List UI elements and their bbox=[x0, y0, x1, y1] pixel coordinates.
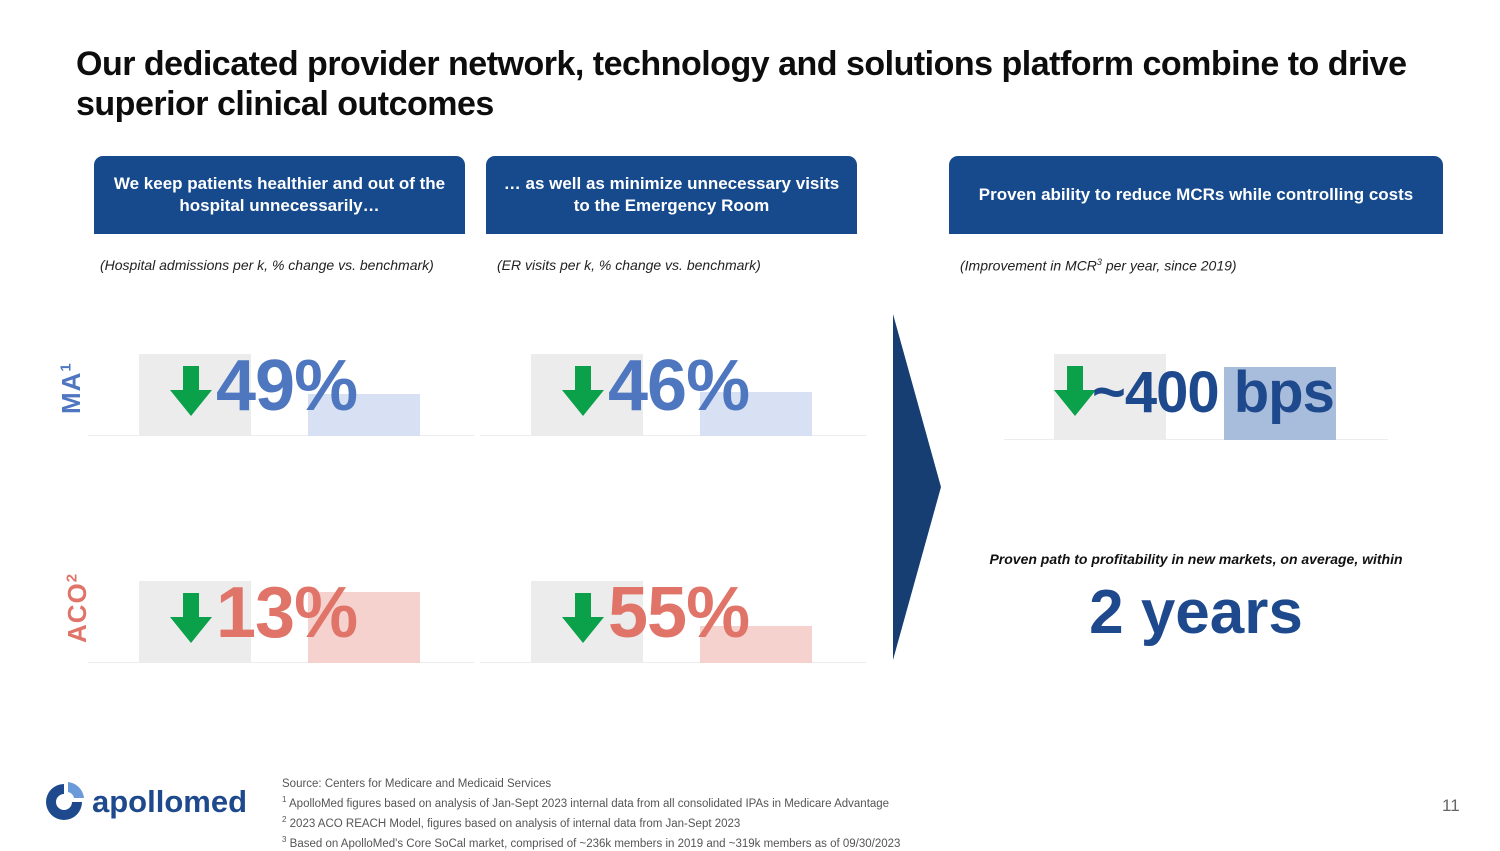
apollomed-logo-text: apollomed bbox=[92, 784, 248, 819]
row-label-ma-sup: 1 bbox=[57, 362, 75, 372]
footnote-1-text: ApolloMed figures based on analysis of J… bbox=[286, 797, 890, 810]
down-arrow-icon bbox=[562, 593, 604, 643]
footnote-source: Source: Centers for Medicare and Medicai… bbox=[282, 778, 552, 790]
row-label-ma: MA1 bbox=[56, 362, 87, 414]
row-label-aco-sup: 2 bbox=[63, 572, 81, 583]
chevron-arrow-icon bbox=[893, 314, 941, 660]
chart-ma-er: 46% bbox=[480, 340, 866, 436]
page-number: 11 bbox=[1442, 796, 1460, 815]
change-percentage: 55% bbox=[608, 573, 750, 653]
down-arrow-icon bbox=[562, 366, 604, 416]
apollomed-logo: apollomed bbox=[42, 780, 247, 824]
footnote-1-sup: 1 bbox=[282, 795, 287, 804]
subtitle-hospital: (Hospital admissions per k, % change vs.… bbox=[100, 257, 434, 273]
footnote-3-text: Based on ApolloMed's Core SoCal market, … bbox=[286, 837, 901, 850]
footnote-2: 2 2023 ACO REACH Model, figures based on… bbox=[282, 812, 900, 832]
profitability-years: 2 years bbox=[1089, 578, 1303, 647]
bar-apollomed bbox=[308, 592, 420, 663]
chart-baseline bbox=[88, 435, 474, 436]
down-arrow-icon bbox=[170, 366, 212, 416]
bar-apollomed bbox=[700, 626, 812, 663]
bar-apollomed bbox=[308, 394, 420, 436]
footnote-2-text: 2023 ACO REACH Model, figures based on a… bbox=[286, 817, 741, 830]
chart-ma-hospital: 49% bbox=[88, 340, 474, 436]
footnote-3: 3 Based on ApolloMed's Core SoCal market… bbox=[282, 832, 900, 851]
header-mcr: Proven ability to reduce MCRs while cont… bbox=[949, 156, 1443, 234]
subtitle-mcr: (Improvement in MCR3 per year, since 201… bbox=[960, 257, 1237, 274]
header-hospital: We keep patients healthier and out of th… bbox=[94, 156, 465, 234]
page-title: Our dedicated provider network, technolo… bbox=[76, 45, 1407, 123]
change-percentage: 13% bbox=[216, 573, 358, 653]
change-percentage: 46% bbox=[608, 346, 750, 426]
change-percentage: ~400 bps bbox=[1092, 360, 1335, 425]
row-label-ma-text: MA bbox=[56, 371, 86, 414]
chart-mcr: ~400 bps bbox=[1004, 340, 1388, 440]
change-percentage: 49% bbox=[216, 346, 358, 426]
chart-baseline bbox=[1004, 439, 1388, 440]
bar-apollomed bbox=[700, 392, 812, 436]
chart-baseline bbox=[88, 662, 474, 663]
down-arrow-icon bbox=[170, 593, 212, 643]
subtitle-mcr-sup: 3 bbox=[1096, 257, 1102, 267]
footnote-2-sup: 2 bbox=[282, 814, 287, 824]
footnote-1: 1 ApolloMed figures based on analysis of… bbox=[282, 792, 900, 812]
down-arrow-icon bbox=[1054, 366, 1096, 416]
chart-baseline bbox=[480, 662, 866, 663]
subtitle-er: (ER visits per k, % change vs. benchmark… bbox=[497, 257, 761, 273]
subtitle-mcr-text: (Improvement in MCR bbox=[960, 257, 1097, 274]
header-er: … as well as minimize unnecessary visits… bbox=[486, 156, 857, 234]
footnotes: Source: Centers for Medicare and Medicai… bbox=[282, 777, 900, 851]
profitability-text: Proven path to profitability in new mark… bbox=[989, 551, 1403, 567]
chart-aco-er: 55% bbox=[480, 567, 866, 663]
subtitle-mcr-text-end: per year, since 2019) bbox=[1101, 257, 1237, 274]
chart-baseline bbox=[480, 435, 866, 436]
chart-aco-hospital: 13% bbox=[88, 567, 474, 663]
apollomed-logo-icon bbox=[46, 782, 84, 820]
bar-now bbox=[1224, 367, 1336, 440]
footnote-3-sup: 3 bbox=[282, 834, 287, 844]
